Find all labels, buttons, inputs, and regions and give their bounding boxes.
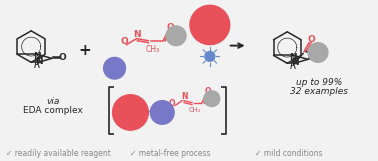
Text: ✓ mild conditions: ✓ mild conditions <box>254 149 322 158</box>
Text: A: A <box>158 107 166 117</box>
Circle shape <box>308 43 328 62</box>
Text: 32 examples: 32 examples <box>290 87 348 96</box>
Text: O: O <box>166 23 174 32</box>
Text: N: N <box>181 92 187 101</box>
Text: O: O <box>315 54 323 63</box>
Circle shape <box>113 95 148 130</box>
Text: N: N <box>289 53 297 62</box>
Text: ✓ metal-free process: ✓ metal-free process <box>130 149 211 158</box>
Text: O: O <box>59 53 67 62</box>
Text: O: O <box>307 35 315 44</box>
Text: O: O <box>204 87 211 96</box>
Circle shape <box>104 57 125 79</box>
Circle shape <box>190 5 230 45</box>
Text: A: A <box>110 63 119 73</box>
Text: O: O <box>121 37 129 46</box>
Text: N: N <box>133 30 141 39</box>
Circle shape <box>205 52 215 61</box>
Circle shape <box>166 26 186 46</box>
Text: CH₃: CH₃ <box>189 108 201 114</box>
Text: up to 99%: up to 99% <box>296 78 342 87</box>
Text: via: via <box>46 97 60 106</box>
Text: N: N <box>291 58 299 67</box>
Text: CH₃: CH₃ <box>145 45 160 54</box>
Text: R: R <box>34 60 40 70</box>
Text: R: R <box>290 61 296 71</box>
Text: O: O <box>169 99 175 108</box>
Text: DBU: DBU <box>119 108 141 117</box>
Circle shape <box>150 101 174 124</box>
Text: N: N <box>35 57 43 66</box>
Text: EDA complex: EDA complex <box>23 106 83 115</box>
Circle shape <box>204 91 220 107</box>
Text: DBU: DBU <box>197 20 222 30</box>
Text: ✓ readily available reagent: ✓ readily available reagent <box>6 149 111 158</box>
Text: N: N <box>33 52 41 61</box>
Text: +: + <box>78 43 91 58</box>
Text: ·: · <box>147 106 151 119</box>
